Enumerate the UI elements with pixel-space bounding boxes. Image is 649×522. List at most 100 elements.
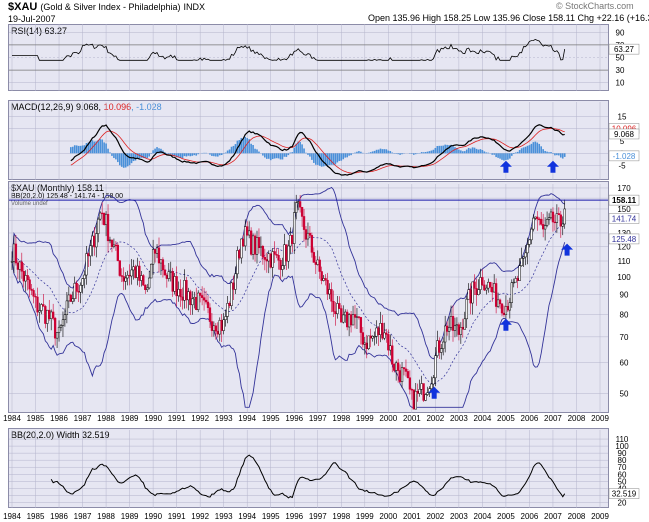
macd-histogram-bar — [209, 153, 211, 155]
macd-histogram-bar — [142, 153, 145, 159]
macd-histogram-bar — [311, 153, 313, 160]
price-candle — [101, 212, 104, 215]
price-candle — [159, 259, 163, 264]
macd-histogram-bar — [442, 145, 444, 154]
macd-histogram-bar — [122, 153, 125, 168]
x-tick-label: 1987 — [74, 512, 92, 521]
x-tick-label: 1991 — [168, 512, 186, 521]
price-candle — [518, 265, 521, 281]
macd-histogram-bar — [215, 153, 217, 157]
price-candle — [161, 259, 165, 271]
macd-histogram-bar — [109, 152, 111, 154]
price-candle — [526, 244, 529, 254]
y-tick-label: 70 — [620, 333, 629, 342]
price-candle — [447, 327, 451, 332]
macd-histogram-bar — [522, 147, 525, 154]
price-candle — [99, 212, 102, 220]
macd-histogram-bar — [313, 153, 315, 163]
macd-histogram-bar — [309, 153, 311, 157]
bbwidth-tick-label: 80 — [618, 456, 627, 465]
macd-histogram-bar — [548, 152, 550, 154]
price-candle — [473, 281, 476, 289]
price-candle — [275, 254, 278, 256]
x-tick-label: 2006 — [521, 512, 539, 521]
price-candle — [124, 277, 127, 282]
macd-histogram-bar — [528, 145, 531, 154]
price-candle — [216, 330, 219, 335]
macd-histogram-bar — [73, 145, 76, 154]
x-tick-label: 2009 — [591, 414, 609, 423]
price-candle — [244, 226, 247, 247]
rsi-tick-label: 50 — [616, 54, 625, 63]
macd-histogram-bar — [289, 152, 292, 154]
price-candle — [365, 342, 368, 349]
price-candle — [494, 283, 498, 307]
price-candle — [445, 325, 449, 332]
macd-signal-line — [70, 127, 565, 174]
macd-histogram-bar — [232, 145, 235, 154]
macd-histogram-bar — [401, 153, 403, 155]
macd-histogram-bar — [452, 146, 454, 154]
price-candle — [340, 308, 343, 323]
macd-histogram-bar — [544, 150, 546, 154]
macd-histogram-bar — [411, 153, 413, 154]
price-candle — [540, 218, 543, 225]
x-tick-label: 2002 — [426, 414, 444, 423]
price-candle — [379, 323, 382, 335]
price-candle — [69, 294, 72, 302]
macd-histogram-bar — [315, 153, 317, 165]
macd-histogram-bar — [324, 153, 327, 166]
price-candle — [283, 244, 286, 266]
macd-histogram-bar — [168, 153, 170, 154]
price-candle — [402, 367, 406, 370]
price-candle — [453, 325, 457, 331]
y-tick-label: 150 — [617, 205, 631, 214]
macd-histogram-bar — [381, 149, 384, 154]
macd-histogram-bar — [279, 153, 282, 160]
price-candle — [467, 289, 470, 300]
x-tick-label: 1999 — [356, 512, 374, 521]
macd-histogram-bar — [267, 153, 270, 159]
price-candle — [87, 253, 90, 257]
bbwidth-value-tag-text: 32.519 — [612, 490, 637, 499]
price-candle — [512, 281, 515, 284]
bbwidth-line — [50, 454, 566, 499]
price-candle — [18, 261, 21, 270]
price-candle — [434, 355, 437, 379]
x-tick-label: 2002 — [426, 512, 444, 521]
rsi-tick-label: 90 — [616, 28, 625, 37]
macd-histogram-bar — [75, 145, 78, 154]
macd-histogram-bar — [242, 138, 245, 154]
x-tick-label: 1996 — [285, 414, 303, 423]
price-candle — [230, 282, 233, 306]
price-candle — [44, 306, 47, 324]
price-candle — [81, 278, 84, 286]
price-candle — [563, 208, 566, 225]
macd-histogram-bar — [377, 149, 380, 154]
macd-histogram-bar — [228, 149, 231, 154]
macd-histogram-bar — [552, 153, 554, 154]
price-candle — [24, 275, 27, 282]
price-value-tag — [608, 194, 640, 206]
price-candle — [122, 276, 125, 282]
price-candle — [169, 271, 172, 273]
price-candle — [273, 251, 276, 255]
macd-histogram-bar — [536, 142, 539, 154]
price-candle — [438, 340, 441, 353]
macd-tick-label: 15 — [618, 112, 627, 121]
macd-histogram-bar — [414, 153, 417, 155]
macd-histogram-bar — [356, 151, 358, 154]
x-tick-label: 2003 — [450, 414, 468, 423]
macd-histogram-bar — [103, 142, 105, 154]
macd-histogram-bar — [534, 141, 537, 154]
macd-histogram-bar — [475, 148, 478, 154]
y-tick-label: 170 — [617, 184, 631, 193]
macd-histogram-bar — [375, 149, 378, 154]
x-tick-label: 1996 — [285, 512, 303, 521]
macd-histogram-bar — [79, 145, 82, 154]
price-candle — [16, 262, 20, 270]
macd-histogram-bar — [124, 153, 127, 168]
price-candle — [52, 311, 55, 319]
macd-histogram-bar — [465, 149, 468, 154]
macd-histogram-bar — [473, 147, 476, 154]
